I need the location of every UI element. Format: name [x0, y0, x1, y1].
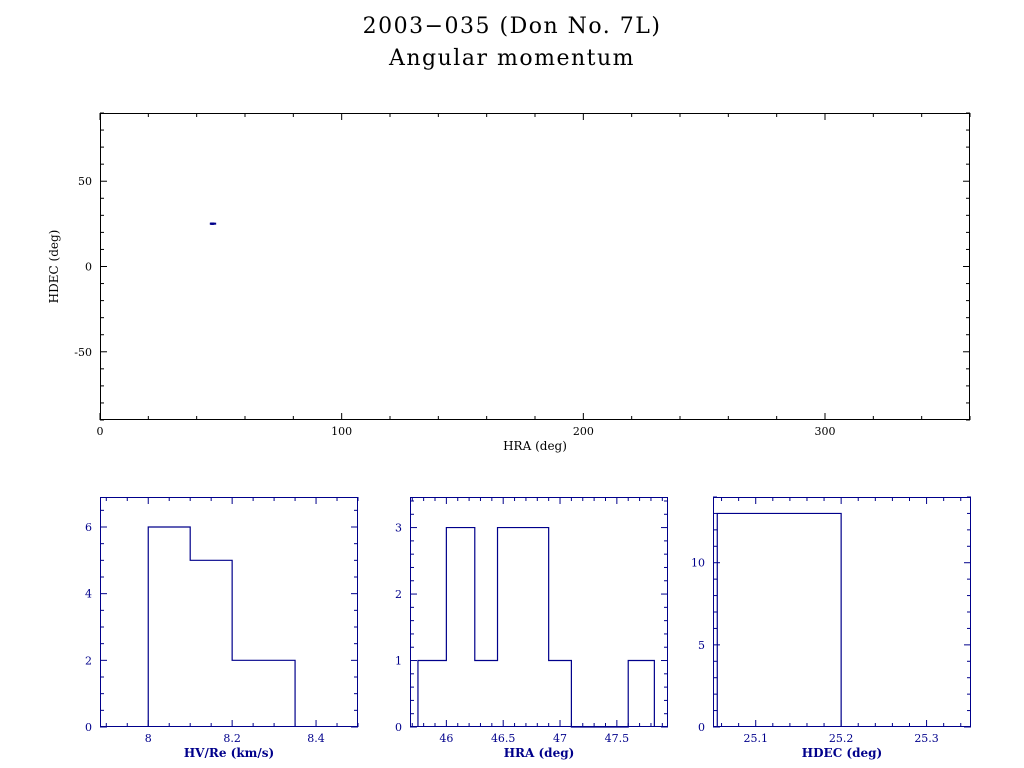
svg-text:0: 0 [395, 721, 402, 734]
svg-text:3: 3 [395, 522, 402, 535]
svg-text:HRA (deg): HRA (deg) [504, 746, 575, 760]
svg-text:47.5: 47.5 [605, 732, 630, 745]
svg-text:46.5: 46.5 [491, 732, 516, 745]
svg-text:HRA (deg): HRA (deg) [503, 439, 567, 453]
svg-text:4: 4 [85, 588, 92, 601]
svg-text:0: 0 [698, 721, 705, 734]
histogram-hdec: 25.1 25.2 25.3 0 5 10 HDEC (deg) [691, 496, 971, 760]
svg-text:50: 50 [78, 175, 92, 188]
svg-text:8.2: 8.2 [223, 732, 241, 745]
svg-text:100: 100 [331, 425, 352, 438]
svg-text:HDEC (deg): HDEC (deg) [47, 230, 61, 304]
svg-text:-50: -50 [74, 346, 92, 359]
svg-text:8: 8 [145, 732, 152, 745]
svg-text:25.3: 25.3 [914, 732, 939, 745]
page-subtitle: Angular momentum [389, 46, 635, 71]
svg-text:2: 2 [85, 654, 92, 667]
svg-text:2: 2 [395, 588, 402, 601]
histogram-hra: 46 46.5 47 47.5 0 1 2 3 HRA (deg) [395, 497, 668, 760]
svg-text:5: 5 [698, 639, 705, 652]
svg-text:HV/Re (km/s): HV/Re (km/s) [184, 746, 274, 760]
svg-text:8.4: 8.4 [307, 732, 325, 745]
page-title: 2003−035 (Don No. 7L) [362, 14, 662, 39]
scatter-plot-hdec-vs-hra: 0 100 200 300 -50 0 50 HRA (deg) HDEC (deg) [47, 112, 971, 453]
svg-text:25.1: 25.1 [743, 732, 768, 745]
svg-text:1: 1 [395, 655, 402, 668]
svg-text:25.2: 25.2 [829, 732, 854, 745]
svg-text:0: 0 [85, 261, 92, 274]
svg-text:200: 200 [573, 425, 594, 438]
svg-text:47: 47 [553, 732, 567, 745]
svg-text:HDEC (deg): HDEC (deg) [802, 746, 882, 760]
svg-text:0: 0 [85, 721, 92, 734]
svg-text:46: 46 [439, 732, 453, 745]
svg-text:10: 10 [691, 557, 705, 570]
svg-text:300: 300 [815, 425, 836, 438]
svg-text:6: 6 [85, 521, 92, 534]
svg-text:0: 0 [97, 425, 104, 438]
histogram-hv-re: 8 8.2 8.4 0 2 4 6 HV/Re (km/s) [85, 497, 359, 760]
